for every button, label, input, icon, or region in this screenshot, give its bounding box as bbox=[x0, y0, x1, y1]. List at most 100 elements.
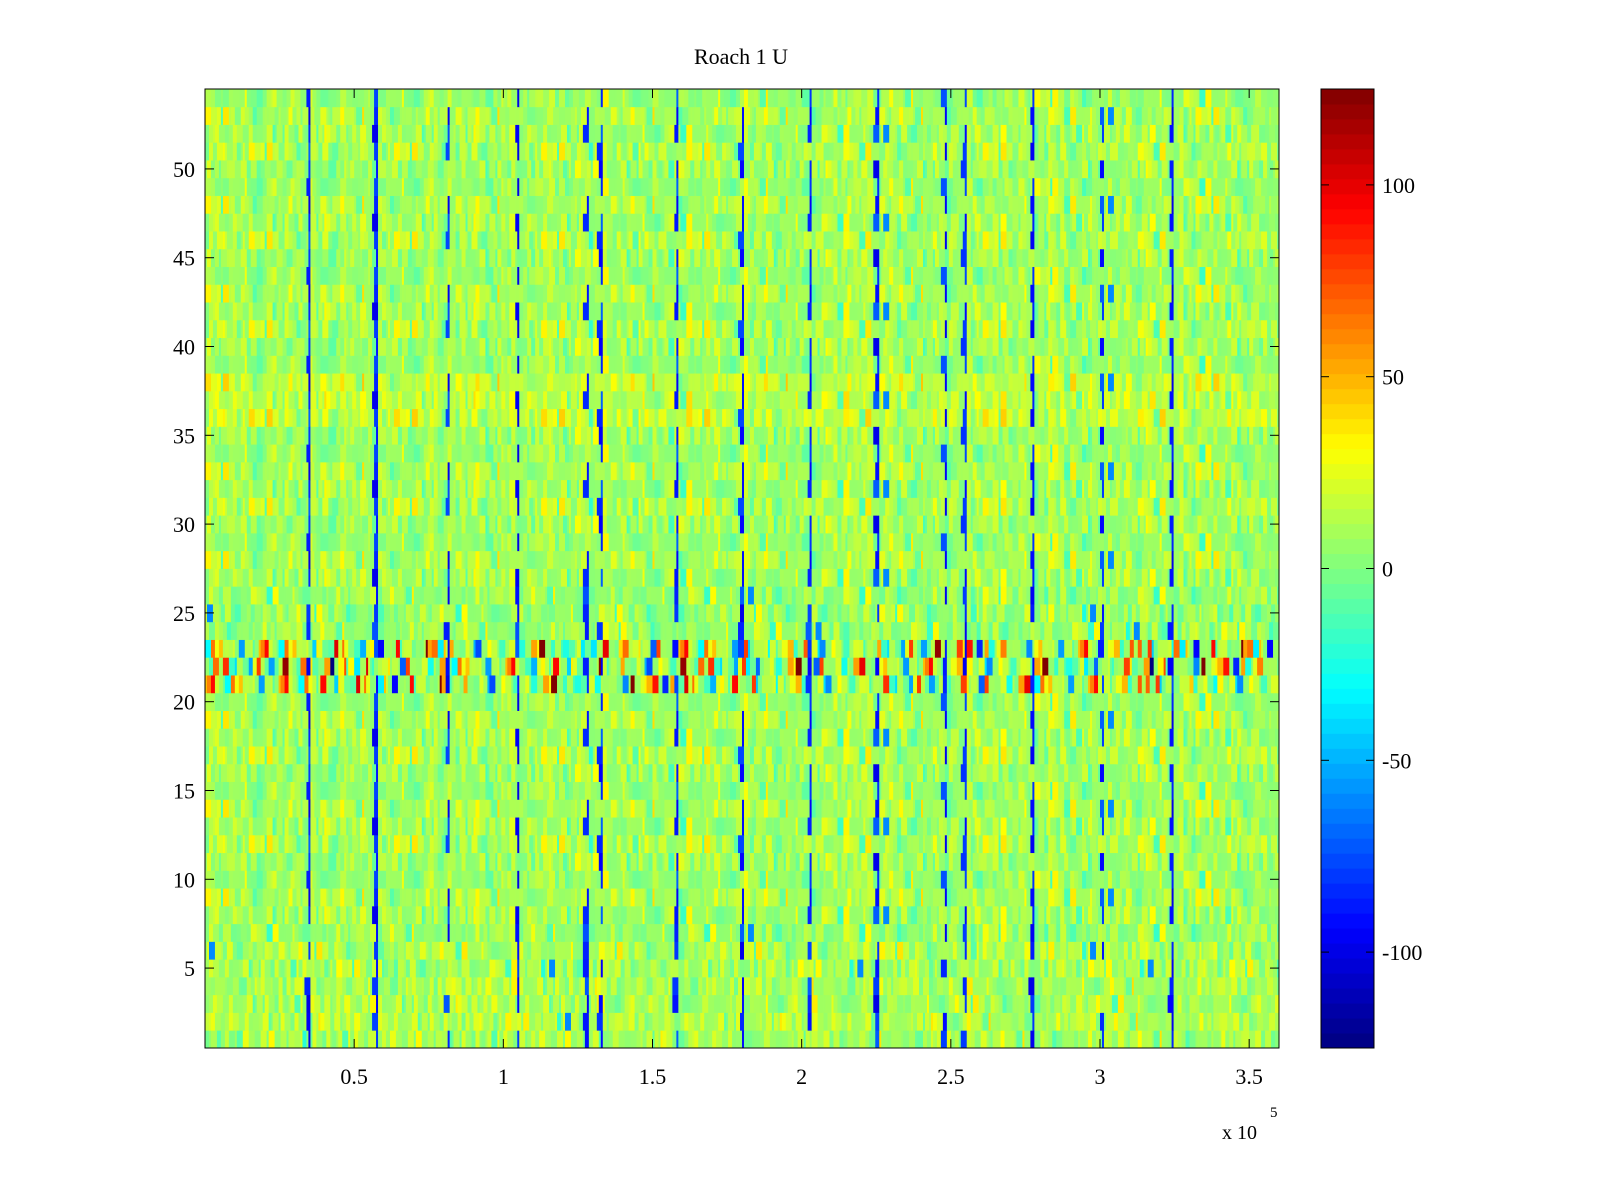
heatmap-cell bbox=[443, 870, 449, 889]
heatmap-cell bbox=[481, 834, 488, 854]
heatmap-cell bbox=[372, 905, 379, 925]
heatmap-cell bbox=[801, 905, 809, 925]
heatmap-cell bbox=[1183, 905, 1186, 925]
heatmap-cell bbox=[1155, 817, 1163, 836]
heatmap-cell bbox=[962, 799, 970, 818]
heatmap-cell bbox=[1209, 728, 1214, 747]
heatmap-cell bbox=[509, 834, 514, 854]
heatmap-cell bbox=[730, 994, 733, 1013]
heatmap-cell bbox=[1040, 763, 1045, 783]
heatmap-cell bbox=[1177, 976, 1184, 996]
heatmap-cell bbox=[976, 941, 980, 960]
heatmap-cell bbox=[724, 728, 727, 747]
heatmap-cell bbox=[1269, 799, 1272, 818]
heatmap-cell bbox=[1207, 1012, 1212, 1031]
heatmap-cell bbox=[1213, 959, 1218, 978]
heatmap-cell bbox=[356, 976, 359, 996]
heatmap-cell bbox=[282, 763, 287, 783]
heatmap-cell bbox=[813, 959, 816, 978]
heatmap-cell bbox=[362, 763, 369, 783]
heatmap-cell bbox=[656, 923, 663, 942]
heatmap-cell bbox=[1161, 728, 1169, 747]
heatmap-cell bbox=[1125, 852, 1129, 871]
heatmap-cell bbox=[376, 923, 379, 942]
heatmap-cell bbox=[288, 799, 293, 818]
heatmap-cell bbox=[718, 781, 721, 800]
heatmap-cell bbox=[535, 834, 538, 854]
heatmap-cell bbox=[853, 781, 856, 800]
heatmap-cell bbox=[453, 923, 456, 942]
heatmap-cell bbox=[644, 817, 649, 836]
heatmap-cell bbox=[1038, 834, 1045, 854]
heatmap-cell bbox=[847, 799, 852, 818]
heatmap-cell bbox=[467, 994, 472, 1013]
heatmap-cell bbox=[857, 905, 864, 925]
heatmap-cell bbox=[549, 959, 556, 978]
heatmap-cell bbox=[708, 976, 711, 996]
heatmap-cell bbox=[1056, 817, 1061, 836]
heatmap-cell bbox=[714, 1012, 719, 1031]
heatmap-cell bbox=[783, 728, 791, 747]
heatmap-cell bbox=[811, 976, 814, 996]
heatmap-cell bbox=[883, 870, 890, 889]
heatmap-cell bbox=[1277, 746, 1280, 765]
heatmap-cell bbox=[1235, 710, 1240, 729]
heatmap-cell bbox=[364, 888, 371, 907]
heatmap-cell bbox=[992, 728, 999, 747]
heatmap-cell bbox=[879, 888, 886, 907]
heatmap-cell bbox=[326, 710, 329, 729]
heatmap-cell bbox=[286, 852, 293, 871]
heatmap-cell bbox=[676, 870, 679, 889]
heatmap-cell bbox=[499, 959, 504, 978]
heatmap-cell bbox=[1261, 1030, 1266, 1049]
heatmap-cell bbox=[218, 959, 226, 978]
heatmap-cell bbox=[411, 852, 417, 871]
heatmap-cell bbox=[932, 994, 940, 1013]
heatmap-cell bbox=[1157, 994, 1165, 1013]
heatmap-cell bbox=[1255, 994, 1258, 1013]
heatmap-cell bbox=[966, 817, 972, 836]
heatmap-cell bbox=[1269, 888, 1272, 907]
heatmap-cell bbox=[797, 888, 805, 907]
heatmap-cell bbox=[1028, 994, 1031, 1013]
heatmap-cell bbox=[262, 994, 266, 1013]
heatmap-cell bbox=[481, 1030, 486, 1049]
heatmap-cell bbox=[1084, 959, 1089, 978]
heatmap-cell bbox=[616, 888, 620, 907]
heatmap-cell bbox=[803, 746, 809, 765]
heatmap-cell bbox=[913, 976, 920, 996]
heatmap-cell bbox=[867, 870, 874, 889]
heatmap-cell bbox=[366, 1012, 373, 1031]
heatmap-cell bbox=[423, 888, 427, 907]
heatmap-cell bbox=[1211, 1030, 1214, 1049]
heatmap-cell bbox=[1103, 959, 1107, 978]
heatmap-cell bbox=[936, 1012, 944, 1031]
heatmap-cell bbox=[1205, 746, 1208, 765]
heatmap-cell bbox=[1100, 959, 1105, 978]
heatmap-cell bbox=[743, 746, 751, 765]
heatmap-cell bbox=[419, 941, 427, 960]
heatmap-cell bbox=[688, 994, 691, 1013]
heatmap-cell bbox=[901, 959, 906, 978]
heatmap-cell bbox=[1191, 746, 1196, 765]
heatmap-cell bbox=[879, 1030, 882, 1049]
heatmap-cell bbox=[1255, 799, 1258, 818]
heatmap-cell bbox=[415, 710, 419, 729]
heatmap-cell bbox=[1034, 1030, 1041, 1049]
heatmap-cell bbox=[1167, 941, 1172, 960]
heatmap-cell bbox=[495, 763, 498, 783]
heatmap-cell bbox=[1052, 959, 1057, 978]
heatmap-cell bbox=[226, 746, 234, 765]
heatmap-cell bbox=[244, 888, 250, 907]
heatmap-cell bbox=[907, 817, 912, 836]
heatmap-cell bbox=[314, 763, 317, 783]
heatmap-cell bbox=[497, 905, 502, 925]
heatmap-cell bbox=[1040, 994, 1047, 1013]
heatmap-cell bbox=[421, 817, 425, 836]
heatmap-cell bbox=[1078, 870, 1083, 889]
heatmap-cell bbox=[698, 923, 703, 942]
heatmap-cell bbox=[300, 994, 303, 1013]
heatmap-cell bbox=[845, 888, 848, 907]
heatmap-cell bbox=[378, 923, 381, 942]
heatmap-cell bbox=[708, 728, 713, 747]
